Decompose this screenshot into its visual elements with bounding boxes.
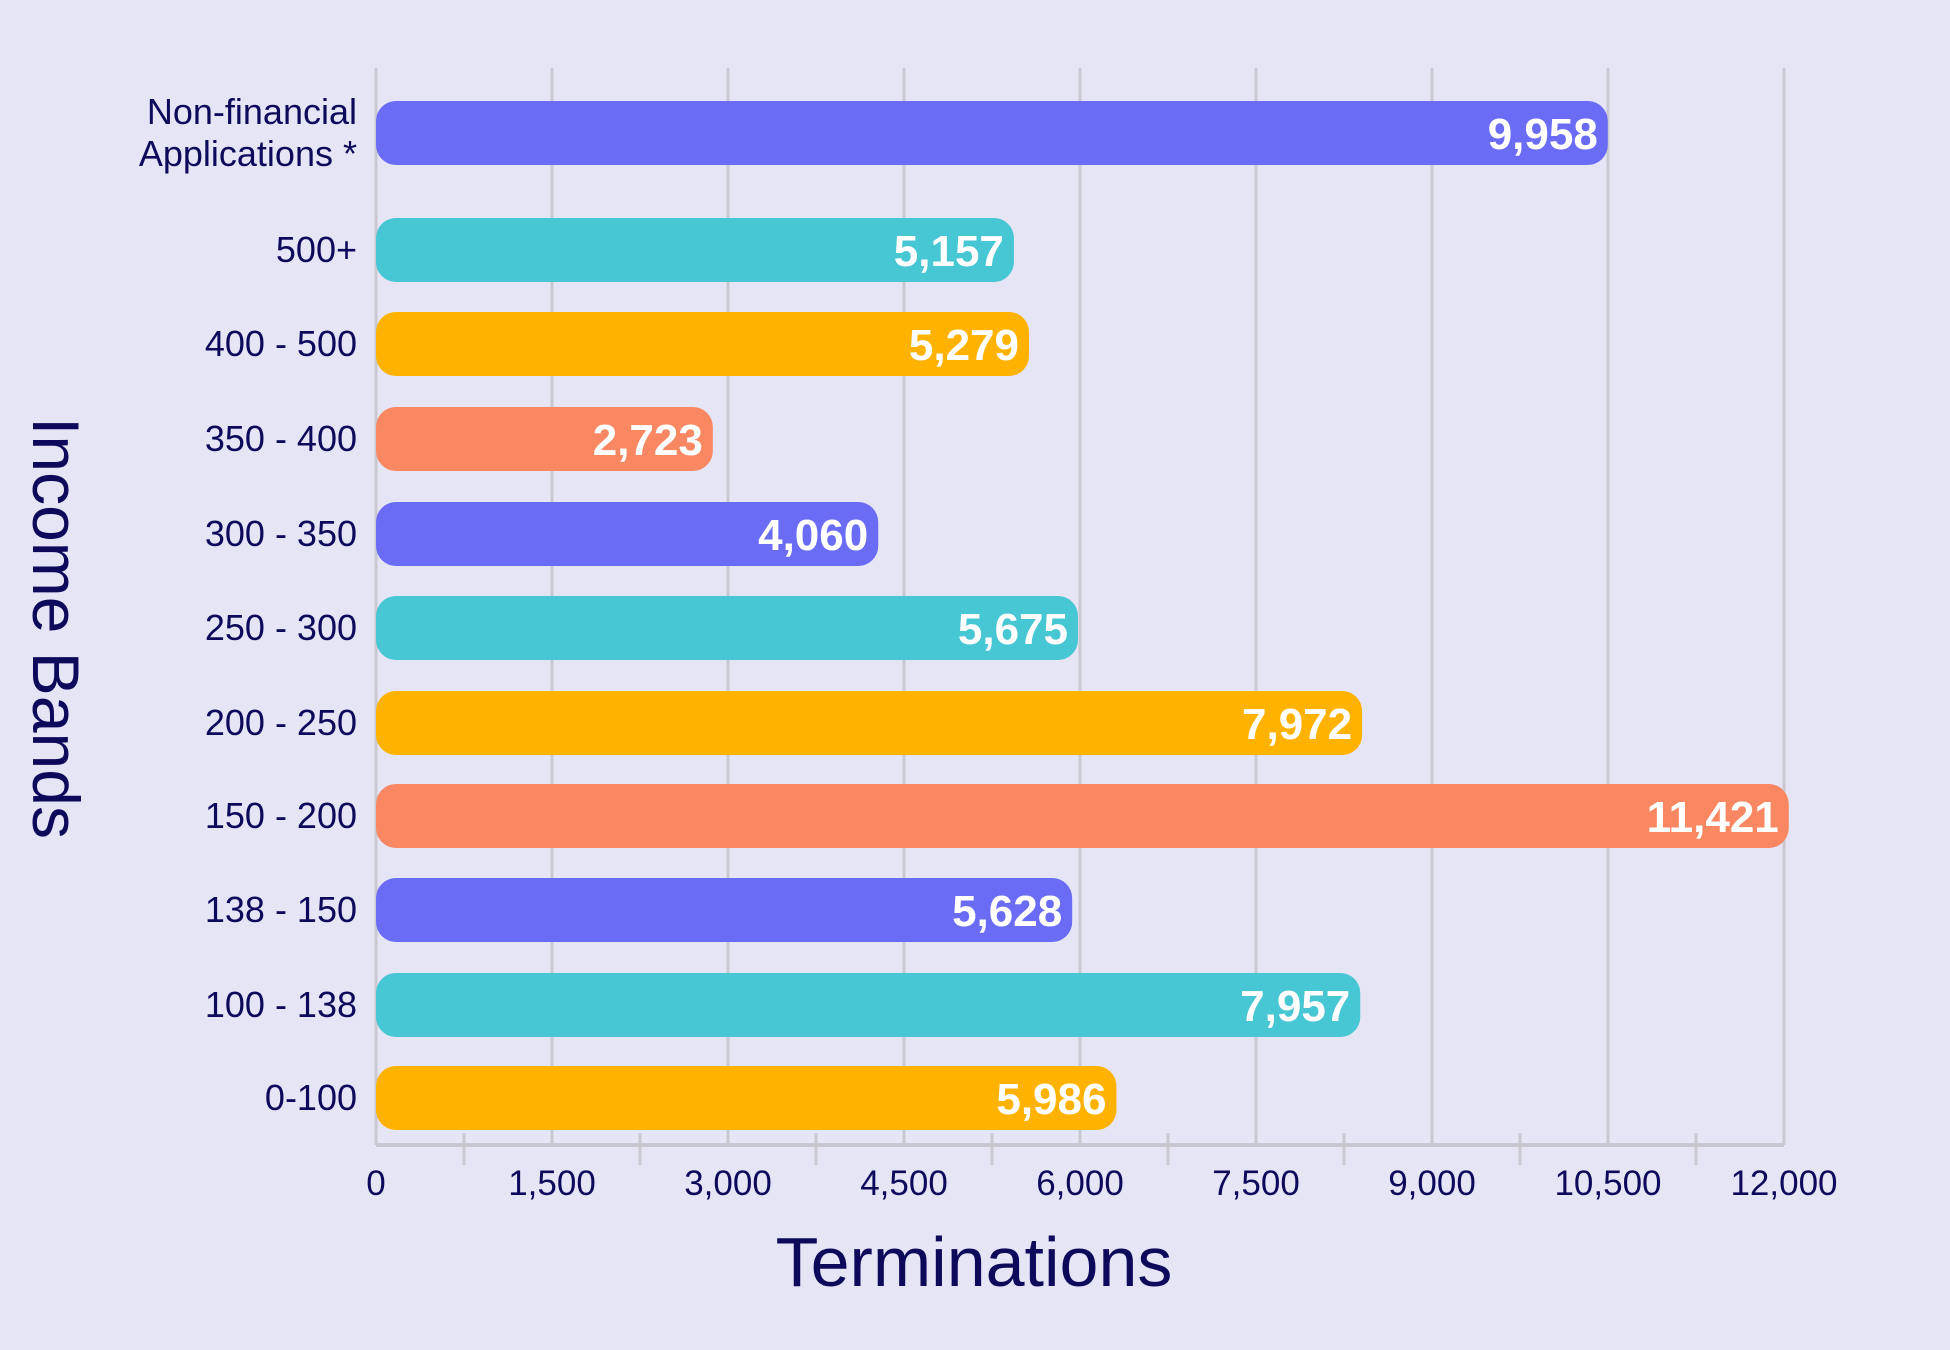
category-label: 400 - 500	[204, 323, 357, 364]
category-label: 350 - 400	[204, 418, 357, 459]
bar	[376, 502, 879, 566]
bar	[376, 784, 1789, 848]
category-label: 0-100	[264, 1077, 357, 1118]
x-tick-label: 12,000	[1730, 1164, 1838, 1203]
x-tick-label: 9,000	[1388, 1164, 1476, 1203]
value-label: 5,279	[909, 321, 1019, 370]
x-axis-title: Terminations	[775, 1223, 1173, 1301]
value-label: 7,972	[1242, 700, 1352, 749]
category-label: Non-financial Applications *	[138, 91, 357, 174]
value-label: 5,157	[894, 227, 1004, 276]
value-label: 5,628	[952, 887, 1062, 936]
bar	[376, 312, 1030, 376]
x-tick-label: 4,500	[860, 1164, 948, 1203]
bar	[376, 691, 1363, 755]
x-tick-label: 3,000	[684, 1164, 772, 1203]
bar	[376, 596, 1078, 660]
category-label: 500+	[275, 229, 357, 270]
bar	[376, 973, 1361, 1037]
value-label: 4,060	[758, 511, 868, 560]
bar	[376, 101, 1608, 165]
x-tick-label: 10,500	[1554, 1164, 1662, 1203]
category-label: 150 - 200	[204, 795, 357, 836]
bar	[376, 218, 1014, 282]
category-label: 200 - 250	[204, 702, 357, 743]
category-label: 250 - 300	[204, 607, 357, 648]
value-label: 9,958	[1488, 110, 1598, 159]
x-tick-label: 1,500	[508, 1164, 596, 1203]
value-label: 7,957	[1240, 982, 1350, 1031]
value-label: 5,986	[996, 1075, 1106, 1124]
value-label: 2,723	[593, 416, 703, 465]
category-label: 300 - 350	[204, 513, 357, 554]
value-label: 11,421	[1647, 793, 1779, 842]
value-label: 5,675	[958, 605, 1068, 654]
bar	[376, 878, 1073, 942]
bar	[376, 1066, 1117, 1130]
category-label: 100 - 138	[204, 984, 357, 1025]
x-tick-label: 6,000	[1036, 1164, 1124, 1203]
x-tick-label: 0	[366, 1164, 386, 1203]
bar	[376, 407, 713, 471]
x-tick-label: 7,500	[1212, 1164, 1300, 1203]
y-axis-title: Income Bands	[19, 417, 93, 839]
category-label: 138 - 150	[204, 889, 357, 930]
